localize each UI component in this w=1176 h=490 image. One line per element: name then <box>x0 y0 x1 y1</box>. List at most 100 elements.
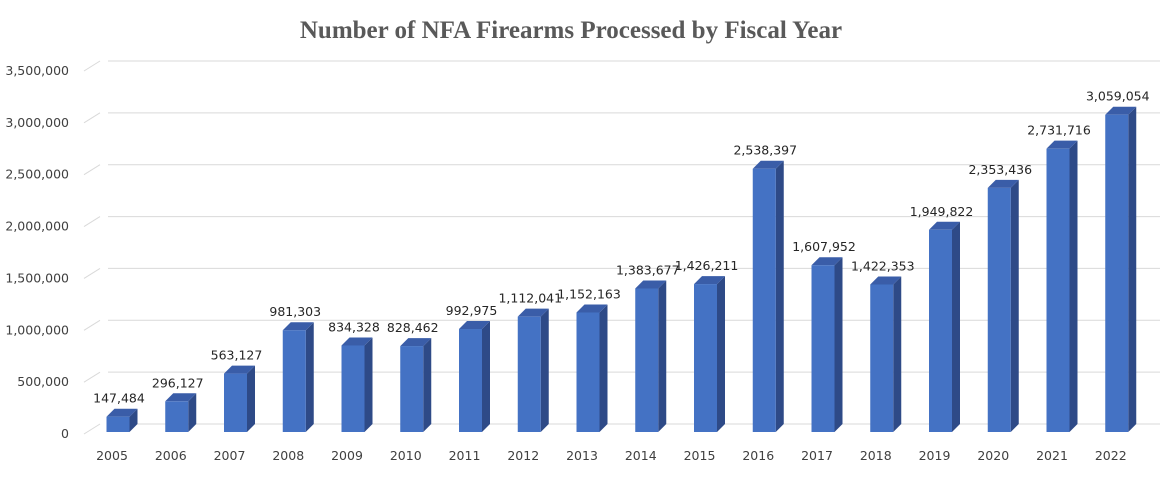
bar-side <box>599 304 608 432</box>
bar-front <box>341 345 365 432</box>
bar-front <box>1105 114 1129 433</box>
bar-side <box>540 308 549 432</box>
bar-top <box>752 160 784 169</box>
bar-2016 <box>752 160 784 432</box>
bars <box>106 106 1137 433</box>
bar-front <box>987 187 1011 432</box>
bar-front <box>576 312 600 432</box>
y-tick-label: 3,500,000 <box>5 63 69 78</box>
bar-top <box>870 276 902 285</box>
bar-2015 <box>694 276 725 432</box>
x-tick-label: 2010 <box>390 448 422 463</box>
data-label: 992,975 <box>446 303 498 318</box>
bar-top <box>694 276 725 285</box>
x-tick-label: 2006 <box>155 448 187 463</box>
y-tick-label: 3,000,000 <box>5 115 69 130</box>
bar-front <box>224 373 247 432</box>
gridline-side <box>83 60 101 72</box>
x-tick-label: 2007 <box>214 448 246 463</box>
chart-title: Number of NFA Firearms Processed by Fisc… <box>300 17 842 44</box>
bar-front <box>870 284 894 432</box>
bar-top <box>341 337 373 346</box>
data-label: 3,059,054 <box>1086 89 1150 104</box>
bar-2019 <box>929 221 960 432</box>
data-label: 296,127 <box>152 375 204 390</box>
data-label: 1,426,211 <box>675 258 739 273</box>
y-tick-label: 500,000 <box>17 374 69 389</box>
bar-front <box>400 346 424 432</box>
data-label: 828,462 <box>387 320 439 335</box>
bar-top <box>1105 106 1137 115</box>
y-tick-label: 2,000,000 <box>5 219 69 234</box>
x-tick-label: 2005 <box>96 448 128 463</box>
bar-front <box>811 265 835 432</box>
gridline-side <box>83 423 101 435</box>
bar-2005 <box>106 408 138 432</box>
bar-top <box>987 179 1019 188</box>
bar-front <box>635 288 659 432</box>
bar-side <box>717 276 725 432</box>
gridline-side <box>83 371 101 383</box>
bar-front <box>106 416 130 432</box>
data-label: 1,383,677 <box>616 262 680 277</box>
bar-side <box>893 276 902 432</box>
bar-2010 <box>400 338 432 432</box>
gridline-side <box>83 268 101 279</box>
bar-2013 <box>576 304 608 432</box>
bar-side <box>188 393 197 432</box>
bar-top <box>811 257 843 266</box>
y-tick-label: 1,500,000 <box>5 270 69 285</box>
bar-side <box>129 408 138 432</box>
bar-front <box>929 229 952 432</box>
x-tick-label: 2017 <box>801 448 833 463</box>
bar-top <box>165 393 197 402</box>
x-tick-label: 2009 <box>331 448 363 463</box>
gridline-side <box>83 164 101 176</box>
bar-2007 <box>224 365 255 432</box>
bar-front <box>459 329 482 432</box>
bar-side <box>247 365 255 432</box>
data-label: 2,353,436 <box>968 162 1032 177</box>
bar-side <box>1128 106 1137 433</box>
y-tick-label: 1,000,000 <box>5 322 69 337</box>
x-tick-label: 2019 <box>919 448 951 463</box>
x-tick-label: 2018 <box>860 448 892 463</box>
bar-2021 <box>1046 140 1078 433</box>
data-label: 563,127 <box>211 348 263 363</box>
bar-2006 <box>165 393 197 432</box>
bar-front <box>694 284 717 432</box>
x-tick-label: 2015 <box>684 448 716 463</box>
bar-top <box>400 338 432 347</box>
y-tick-label: 2,500,000 <box>5 167 69 182</box>
gridline-side <box>83 112 101 124</box>
x-tick-label: 2008 <box>272 448 304 463</box>
bar-2017 <box>811 257 843 432</box>
gridline-side <box>83 216 101 227</box>
bar-top <box>459 321 490 330</box>
bar-2012 <box>517 308 549 432</box>
bar-top <box>576 304 608 313</box>
bar-front <box>282 330 306 432</box>
x-tick-label: 2022 <box>1095 448 1127 463</box>
bar-top <box>282 322 314 331</box>
bar-2011 <box>459 321 490 432</box>
y-tick-label: 0 <box>61 426 69 441</box>
bar-front <box>165 401 189 432</box>
bar-side <box>482 321 490 432</box>
data-label: 2,538,397 <box>733 143 797 158</box>
bar-side <box>1010 179 1019 432</box>
bar-2020 <box>987 179 1019 432</box>
bar-side <box>305 322 314 432</box>
bar-top <box>106 408 138 417</box>
x-tick-label: 2013 <box>566 448 598 463</box>
x-tick-label: 2014 <box>625 448 657 463</box>
bar-front <box>1046 148 1070 433</box>
data-label: 981,303 <box>269 304 321 319</box>
x-tick-label: 2020 <box>977 448 1009 463</box>
bar-2018 <box>870 276 902 432</box>
x-tick-label: 2016 <box>742 448 774 463</box>
bar-top <box>517 308 549 317</box>
y-axis-ticks: 0 500,000 1,000,000 1,500,000 2,000,000 2,500… <box>5 63 69 441</box>
bar-top <box>224 365 255 374</box>
